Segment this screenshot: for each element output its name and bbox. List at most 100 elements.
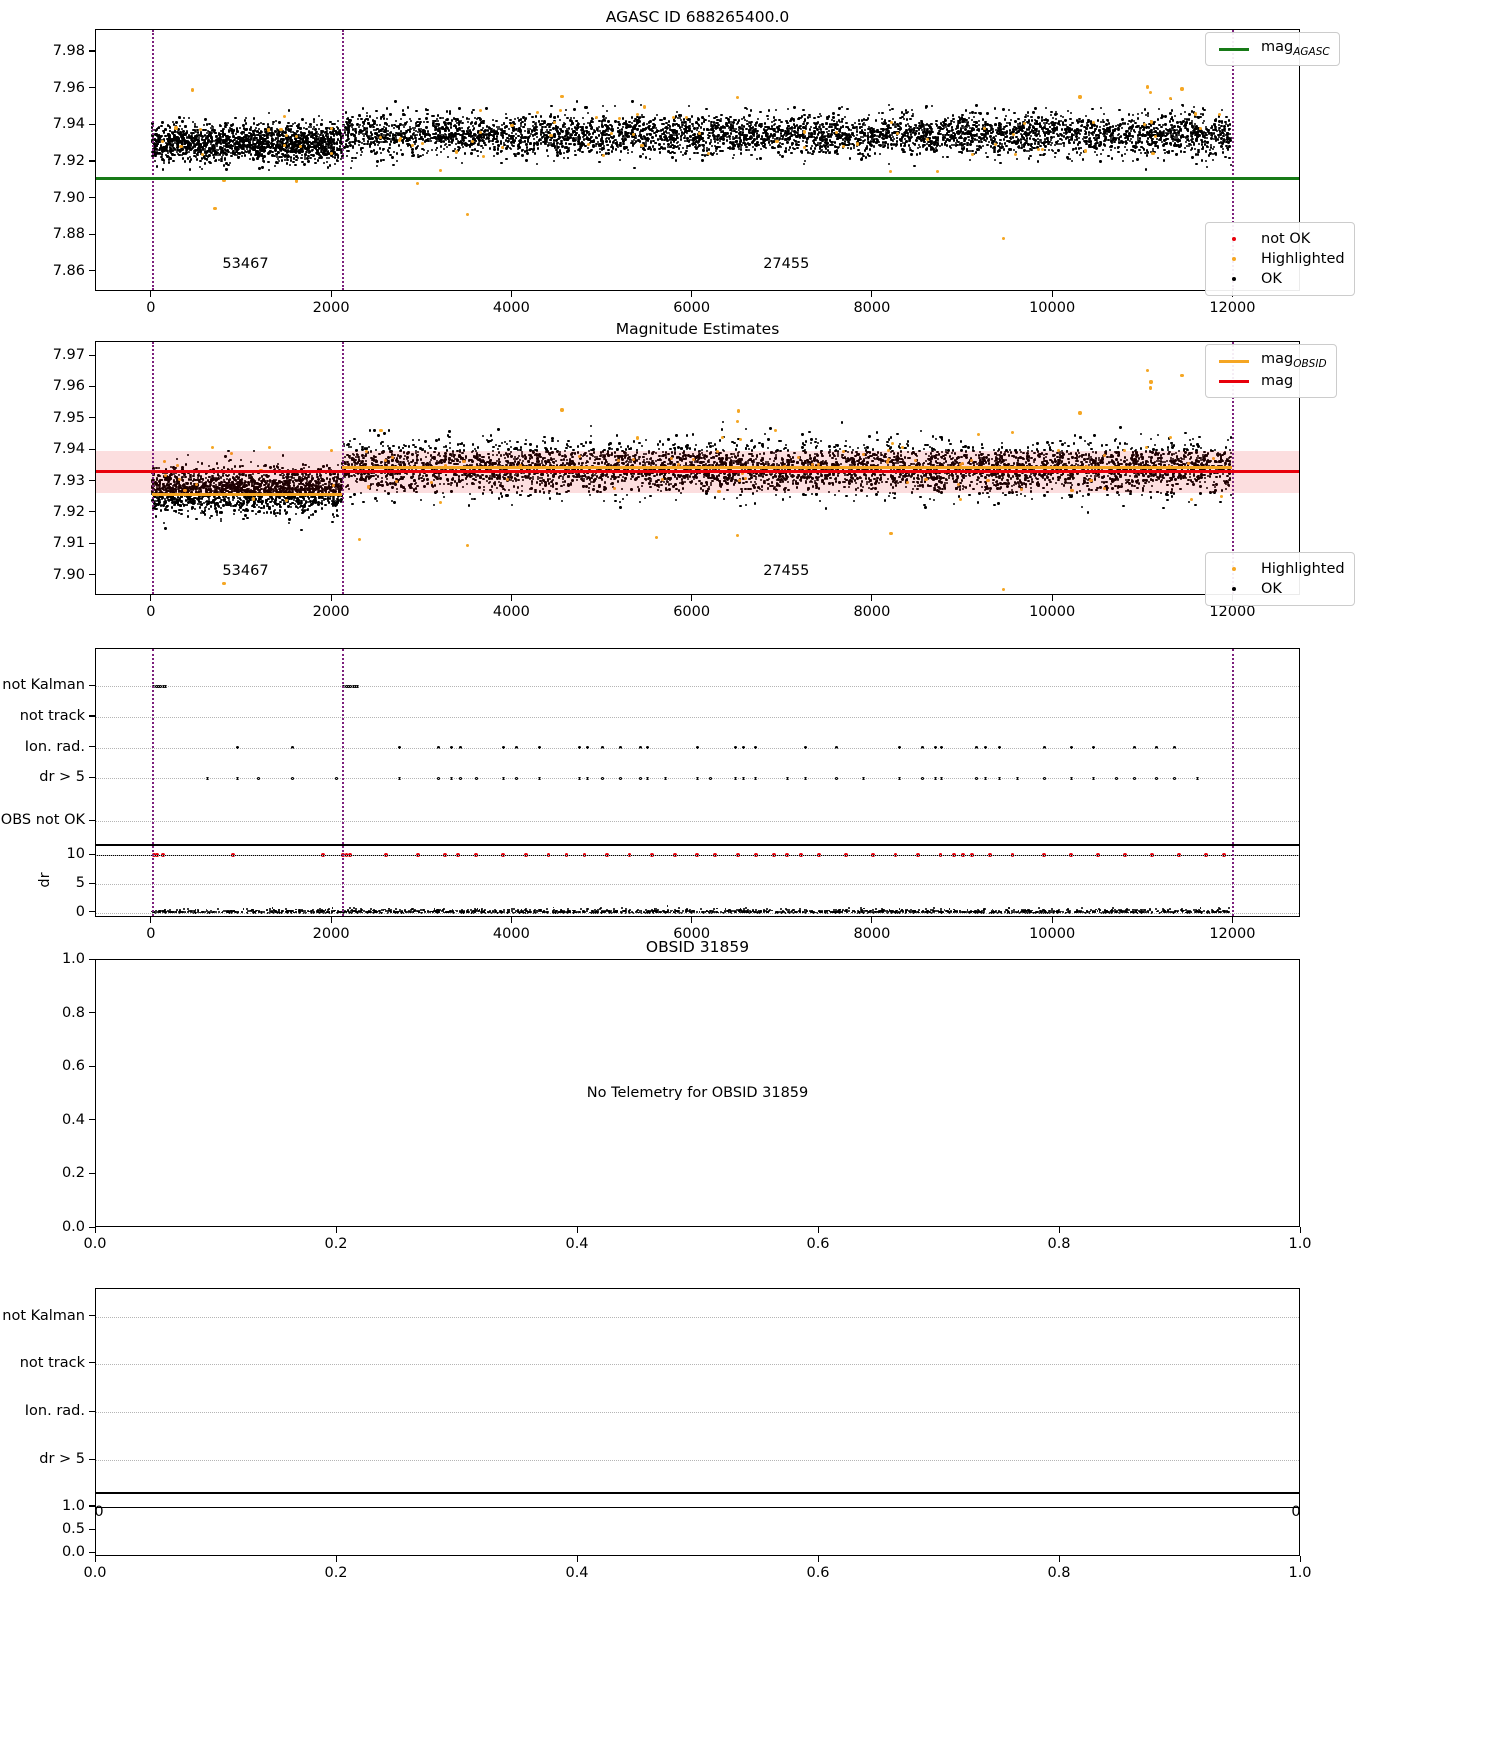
data-point bbox=[329, 164, 331, 166]
data-point bbox=[1221, 109, 1223, 111]
data-point bbox=[294, 122, 296, 124]
data-point bbox=[204, 162, 206, 164]
data-point bbox=[319, 143, 321, 145]
data-point bbox=[410, 120, 412, 122]
data-point bbox=[482, 147, 484, 149]
data-point bbox=[188, 117, 190, 119]
data-point bbox=[485, 107, 487, 109]
data-point bbox=[421, 148, 423, 150]
data-point bbox=[685, 123, 687, 125]
data-point bbox=[185, 132, 187, 134]
data-point bbox=[565, 142, 567, 144]
data-point bbox=[986, 112, 988, 114]
data-point bbox=[1204, 143, 1206, 145]
data-point bbox=[896, 140, 898, 142]
data-point bbox=[440, 145, 442, 147]
data-point bbox=[275, 120, 277, 122]
data-point bbox=[415, 147, 417, 149]
data-point bbox=[663, 143, 665, 145]
data-point bbox=[965, 109, 967, 111]
data-point bbox=[628, 135, 630, 137]
data-point bbox=[295, 155, 297, 157]
data-point bbox=[828, 152, 830, 154]
data-point bbox=[514, 139, 516, 141]
data-point bbox=[1188, 143, 1190, 145]
data-point bbox=[194, 129, 196, 131]
data-point bbox=[1097, 119, 1099, 121]
data-point bbox=[245, 145, 247, 147]
data-point bbox=[802, 109, 804, 111]
data-point bbox=[412, 154, 414, 156]
data-point bbox=[671, 156, 673, 158]
data-point bbox=[1180, 113, 1182, 115]
data-point bbox=[199, 149, 201, 151]
data-point bbox=[732, 121, 734, 123]
data-point bbox=[225, 150, 227, 152]
data-point bbox=[540, 143, 542, 145]
data-point bbox=[505, 113, 507, 115]
data-point bbox=[587, 147, 589, 149]
data-point bbox=[757, 144, 759, 146]
data-point bbox=[322, 137, 324, 139]
data-point bbox=[358, 144, 360, 146]
data-point bbox=[250, 153, 252, 155]
data-point bbox=[1005, 132, 1007, 134]
data-point bbox=[764, 122, 766, 124]
data-point bbox=[289, 164, 291, 166]
data-point bbox=[565, 109, 567, 111]
data-point bbox=[338, 130, 340, 132]
data-point bbox=[761, 125, 763, 127]
data-point bbox=[271, 154, 273, 156]
data-point bbox=[470, 122, 472, 124]
data-point bbox=[286, 141, 288, 143]
data-point bbox=[832, 116, 834, 118]
data-point bbox=[1046, 137, 1048, 139]
data-point bbox=[264, 138, 266, 140]
data-point bbox=[310, 126, 312, 128]
data-point bbox=[318, 115, 320, 117]
data-point bbox=[695, 147, 697, 149]
data-point bbox=[847, 147, 849, 149]
data-point bbox=[314, 158, 316, 160]
data-point bbox=[1107, 139, 1109, 141]
data-point bbox=[879, 153, 881, 155]
data-point bbox=[160, 125, 162, 127]
scatter-agasc-magnitudes bbox=[96, 30, 1299, 290]
data-point bbox=[253, 122, 255, 124]
data-point bbox=[236, 130, 238, 132]
data-point bbox=[273, 134, 275, 136]
data-point bbox=[1099, 141, 1101, 143]
data-point bbox=[1002, 108, 1004, 110]
data-point bbox=[418, 124, 420, 126]
data-point bbox=[1141, 112, 1143, 114]
data-point bbox=[601, 148, 603, 150]
data-point bbox=[1113, 141, 1115, 143]
data-point bbox=[1095, 147, 1097, 149]
data-point bbox=[241, 155, 243, 157]
data-point bbox=[194, 152, 196, 154]
data-point bbox=[1174, 142, 1176, 144]
data-point bbox=[923, 141, 925, 143]
data-point bbox=[684, 152, 686, 154]
data-point bbox=[164, 128, 166, 130]
data-point bbox=[497, 144, 499, 146]
data-point bbox=[337, 138, 339, 140]
data-point bbox=[281, 159, 283, 161]
data-point bbox=[491, 140, 493, 142]
data-point bbox=[425, 117, 427, 119]
data-point bbox=[468, 140, 470, 142]
data-point bbox=[252, 130, 254, 132]
data-point bbox=[219, 138, 221, 140]
data-point bbox=[225, 145, 227, 147]
data-point bbox=[614, 105, 616, 107]
data-point bbox=[727, 118, 729, 120]
data-point bbox=[561, 145, 563, 147]
axes-agasc-magnitudes[interactable] bbox=[95, 29, 1300, 291]
data-point bbox=[262, 123, 264, 125]
data-point bbox=[337, 154, 339, 156]
data-point bbox=[313, 121, 315, 123]
data-point bbox=[330, 136, 332, 138]
data-point bbox=[1000, 139, 1002, 141]
data-point bbox=[582, 117, 584, 119]
data-point bbox=[426, 109, 428, 111]
